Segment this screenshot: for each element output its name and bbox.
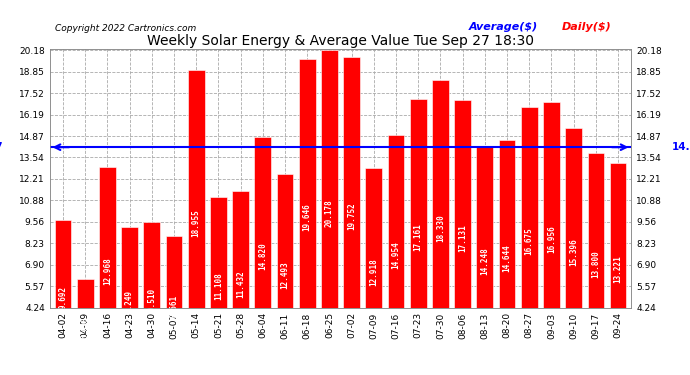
Bar: [188, 70, 204, 375]
Text: 14.177: 14.177: [672, 142, 690, 152]
Bar: [99, 167, 116, 375]
Text: 19.752: 19.752: [347, 203, 356, 231]
Bar: [299, 59, 315, 375]
Text: 14.644: 14.644: [502, 244, 511, 272]
Bar: [233, 192, 249, 375]
Text: 13.221: 13.221: [613, 255, 622, 283]
Bar: [388, 135, 404, 375]
Text: Daily($): Daily($): [562, 22, 611, 32]
Text: 17.161: 17.161: [414, 224, 423, 251]
Bar: [610, 163, 627, 375]
Bar: [432, 80, 448, 375]
Text: 18.330: 18.330: [436, 214, 445, 242]
Text: 16.956: 16.956: [547, 225, 556, 253]
Bar: [521, 107, 538, 375]
Text: Average($): Average($): [469, 22, 538, 32]
Text: 16.675: 16.675: [524, 228, 534, 255]
Text: 12.918: 12.918: [369, 258, 378, 286]
Text: 11.432: 11.432: [236, 270, 245, 298]
Text: 8.661: 8.661: [170, 294, 179, 318]
Bar: [77, 279, 94, 375]
Bar: [210, 197, 227, 375]
Bar: [166, 236, 182, 375]
Text: Copyright 2022 Cartronics.com: Copyright 2022 Cartronics.com: [55, 24, 197, 33]
Bar: [255, 137, 271, 375]
Bar: [543, 102, 560, 375]
Bar: [344, 57, 360, 375]
Bar: [454, 99, 471, 375]
Bar: [277, 174, 293, 375]
Text: 9.510: 9.510: [147, 288, 157, 311]
Bar: [55, 219, 71, 375]
Text: 14.820: 14.820: [258, 243, 267, 270]
Bar: [499, 140, 515, 375]
Text: 14.177: 14.177: [0, 142, 3, 152]
Bar: [321, 50, 337, 375]
Bar: [410, 99, 426, 375]
Text: 6.015: 6.015: [81, 316, 90, 339]
Title: Weekly Solar Energy & Average Value Tue Sep 27 18:30: Weekly Solar Energy & Average Value Tue …: [147, 34, 534, 48]
Bar: [565, 128, 582, 375]
Text: 11.108: 11.108: [214, 272, 223, 300]
Text: 12.493: 12.493: [281, 261, 290, 289]
Text: 9.249: 9.249: [125, 290, 134, 313]
Text: 9.692: 9.692: [59, 286, 68, 309]
Text: 19.646: 19.646: [303, 204, 312, 231]
Bar: [477, 146, 493, 375]
Text: 17.131: 17.131: [458, 224, 467, 252]
Text: 14.248: 14.248: [480, 247, 489, 275]
Bar: [366, 168, 382, 375]
Text: 15.396: 15.396: [569, 238, 578, 266]
Text: 12.968: 12.968: [103, 257, 112, 285]
Bar: [144, 222, 160, 375]
Text: 18.955: 18.955: [192, 209, 201, 237]
Bar: [587, 153, 604, 375]
Text: 13.800: 13.800: [591, 251, 600, 279]
Text: 14.954: 14.954: [391, 242, 400, 269]
Text: 20.178: 20.178: [325, 199, 334, 227]
Bar: [121, 227, 138, 375]
